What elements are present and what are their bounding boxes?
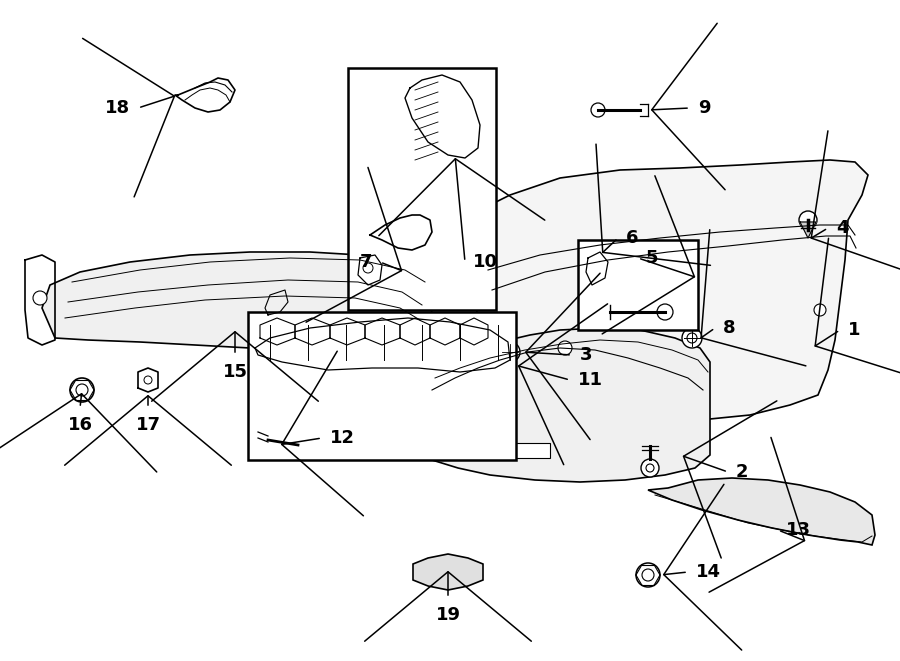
Text: 5: 5 bbox=[646, 249, 659, 267]
Text: 18: 18 bbox=[105, 99, 130, 117]
Circle shape bbox=[591, 103, 605, 117]
Circle shape bbox=[558, 341, 572, 355]
Polygon shape bbox=[413, 554, 483, 590]
Circle shape bbox=[646, 464, 654, 472]
Text: 16: 16 bbox=[68, 416, 93, 434]
Text: 2: 2 bbox=[736, 463, 749, 481]
Bar bbox=[508, 443, 550, 458]
Circle shape bbox=[33, 291, 47, 305]
Circle shape bbox=[383, 233, 393, 243]
Circle shape bbox=[70, 378, 94, 402]
Bar bbox=[248, 312, 516, 460]
Text: 8: 8 bbox=[723, 319, 735, 337]
Text: 11: 11 bbox=[578, 371, 603, 389]
Polygon shape bbox=[415, 328, 710, 482]
Polygon shape bbox=[42, 252, 432, 348]
Text: 15: 15 bbox=[222, 363, 248, 381]
Text: 7: 7 bbox=[359, 253, 372, 271]
Circle shape bbox=[636, 563, 660, 587]
Circle shape bbox=[505, 347, 515, 357]
Circle shape bbox=[687, 333, 697, 343]
Polygon shape bbox=[648, 478, 875, 545]
Circle shape bbox=[76, 384, 88, 396]
Text: 17: 17 bbox=[136, 416, 160, 434]
Bar bbox=[348, 68, 496, 310]
Text: 9: 9 bbox=[698, 99, 710, 117]
Polygon shape bbox=[800, 222, 816, 238]
Text: 14: 14 bbox=[696, 563, 721, 581]
Circle shape bbox=[363, 263, 373, 273]
Circle shape bbox=[144, 376, 152, 384]
Circle shape bbox=[680, 347, 696, 363]
Text: 10: 10 bbox=[473, 253, 498, 271]
Circle shape bbox=[641, 459, 659, 477]
Text: 13: 13 bbox=[786, 521, 811, 539]
Circle shape bbox=[682, 328, 702, 348]
Text: 1: 1 bbox=[848, 321, 860, 339]
Circle shape bbox=[500, 342, 520, 362]
Polygon shape bbox=[476, 160, 868, 420]
Circle shape bbox=[814, 304, 826, 316]
Circle shape bbox=[261, 433, 275, 447]
Text: 6: 6 bbox=[626, 229, 638, 247]
Text: 19: 19 bbox=[436, 606, 461, 624]
Text: 3: 3 bbox=[580, 346, 592, 364]
Text: 12: 12 bbox=[330, 429, 355, 447]
Circle shape bbox=[400, 227, 416, 243]
Bar bbox=[578, 240, 698, 330]
Circle shape bbox=[642, 569, 654, 581]
Text: 4: 4 bbox=[836, 219, 849, 237]
Circle shape bbox=[799, 211, 817, 229]
Circle shape bbox=[657, 304, 673, 320]
